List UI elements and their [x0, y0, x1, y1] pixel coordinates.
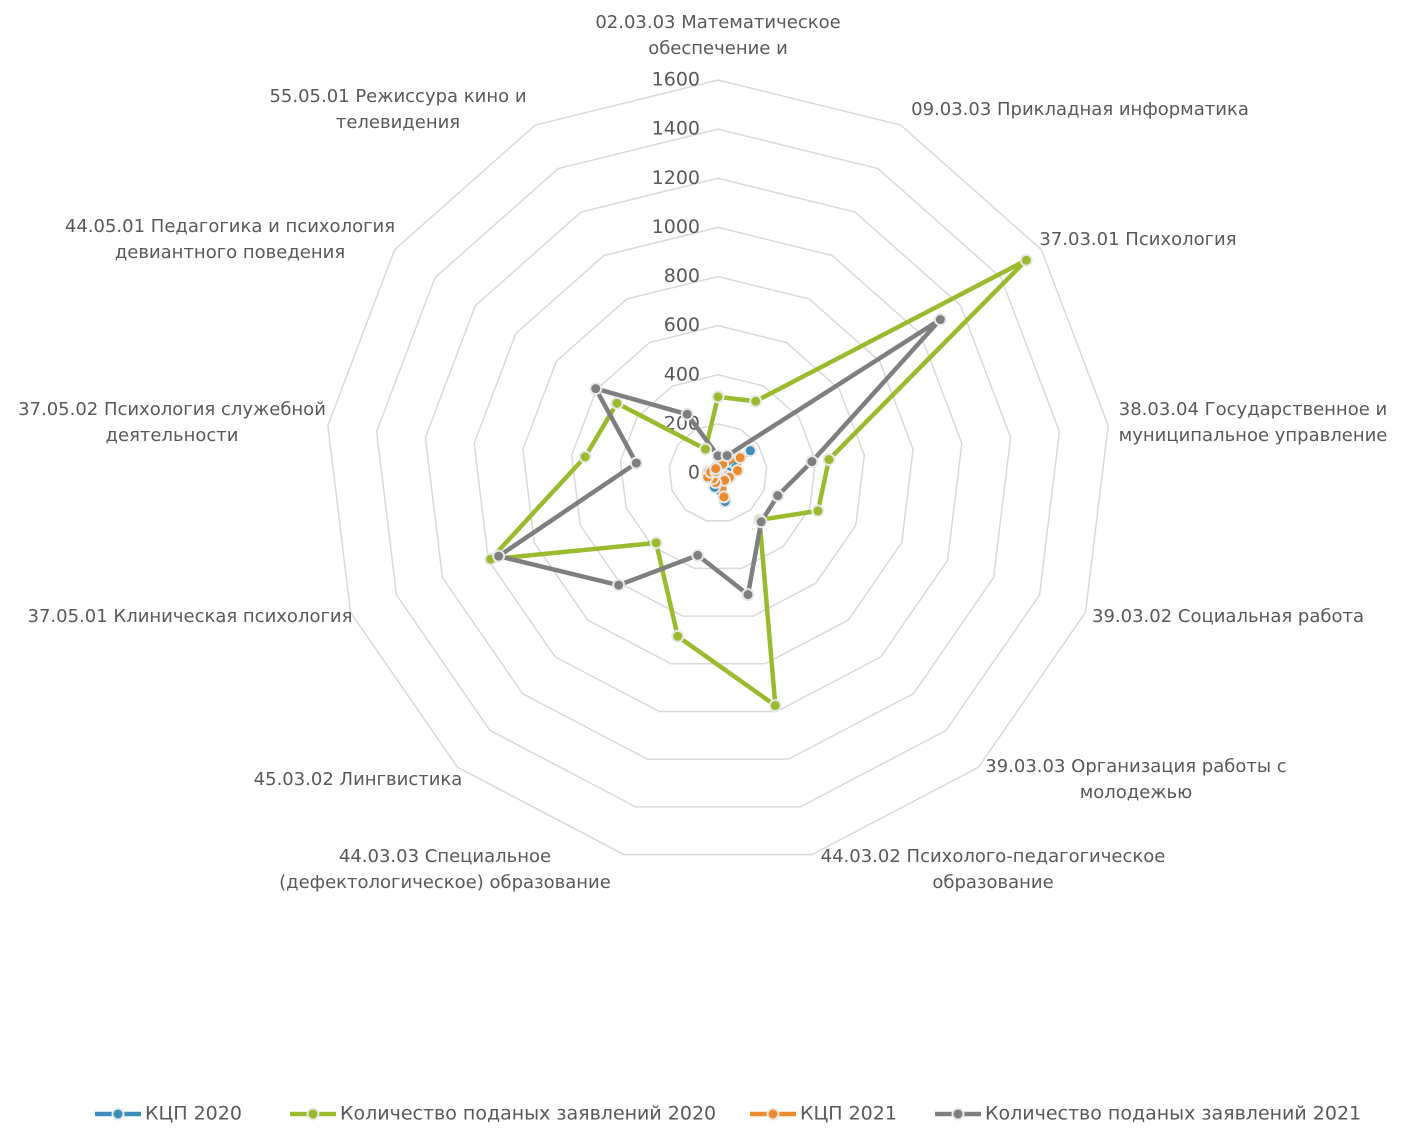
data-point: [933, 313, 947, 327]
category-label: 37.05.01 Клиническая психология: [27, 606, 353, 627]
data-point: [731, 464, 745, 478]
category-label: 02.03.03 Математическое обеспечение и: [595, 12, 841, 59]
legend-label: Количество поданых заявлений 2020: [340, 1103, 716, 1125]
data-point: [698, 442, 712, 456]
data-point: [811, 504, 825, 518]
data-point: [733, 451, 747, 465]
data-point: [754, 515, 768, 529]
grid-ring: [327, 79, 1109, 856]
grid-ring: [570, 324, 866, 617]
grid-ring: [473, 226, 963, 713]
legend-label: Количество поданых заявлений 2021: [985, 1103, 1361, 1125]
y-tick-label: 1200: [652, 167, 700, 189]
category-label: 55.05.01 Режиссура кино и телевидения: [269, 86, 527, 133]
legend-marker: [306, 1107, 320, 1121]
y-tick-label: 400: [664, 363, 700, 385]
legend-item: Количество поданых заявлений 2021: [935, 1103, 1361, 1125]
category-label: 44.03.02 Психолого-педагогическое образо…: [820, 846, 1166, 893]
series-line: [488, 257, 1029, 708]
grid-ring: [375, 128, 1061, 808]
legend-item: Количество поданых заявлений 2020: [290, 1103, 716, 1125]
data-point: [743, 444, 757, 458]
category-label: 38.03.04 Государственное и муниципальное…: [1118, 399, 1388, 446]
data-point: [741, 588, 755, 602]
category-label: 37.03.01 Психология: [1039, 229, 1237, 250]
legend-item: КЦП 2021: [750, 1103, 897, 1125]
data-point: [492, 549, 506, 563]
data-point: [771, 489, 785, 503]
category-label: 44.05.01 Педагогика и психология девиант…: [64, 216, 396, 263]
data-point: [720, 449, 734, 463]
legend-marker: [951, 1107, 965, 1121]
data-point: [717, 490, 731, 504]
data-point: [709, 462, 723, 476]
data-point: [610, 396, 624, 410]
y-tick-label: 1000: [652, 216, 700, 238]
category-label: 44.03.03 Специальное (дефектологическое)…: [279, 846, 611, 893]
legend-label: КЦП 2020: [145, 1103, 242, 1125]
legend-label: КЦП 2021: [800, 1103, 897, 1125]
y-tick-label: 0: [688, 462, 700, 484]
data-point: [629, 456, 643, 470]
data-point: [691, 548, 705, 562]
category-label: 39.03.03 Организация работы с молодежью: [985, 756, 1287, 803]
data-point: [1019, 253, 1033, 267]
data-point: [680, 407, 694, 421]
data-point: [749, 394, 763, 408]
y-tick-label: 1600: [652, 69, 700, 91]
category-label: 39.03.02 Социальная работа: [1092, 606, 1364, 627]
grid-ring: [668, 423, 768, 522]
data-point: [805, 455, 819, 469]
category-label: 45.03.02 Лингвистика: [253, 769, 463, 790]
y-tick-label: 1400: [652, 118, 700, 140]
data-point: [578, 450, 592, 464]
y-tick-label: 800: [664, 265, 700, 287]
legend-item: КЦП 2020: [95, 1103, 242, 1125]
category-label: 09.03.03 Прикладная информатика: [911, 99, 1249, 120]
data-point: [589, 382, 603, 396]
category-label: 37.05.02 Психология служебной деятельнос…: [18, 399, 326, 446]
data-point: [711, 390, 725, 404]
data-point: [612, 578, 626, 592]
data-point: [768, 699, 782, 713]
y-tick-label: 600: [664, 314, 700, 336]
legend-marker: [111, 1107, 125, 1121]
data-point: [822, 453, 836, 467]
grid-ring: [424, 177, 1012, 760]
series-line: [496, 317, 943, 597]
legend-marker: [766, 1107, 780, 1121]
data-point: [671, 629, 685, 643]
data-point: [649, 536, 663, 550]
